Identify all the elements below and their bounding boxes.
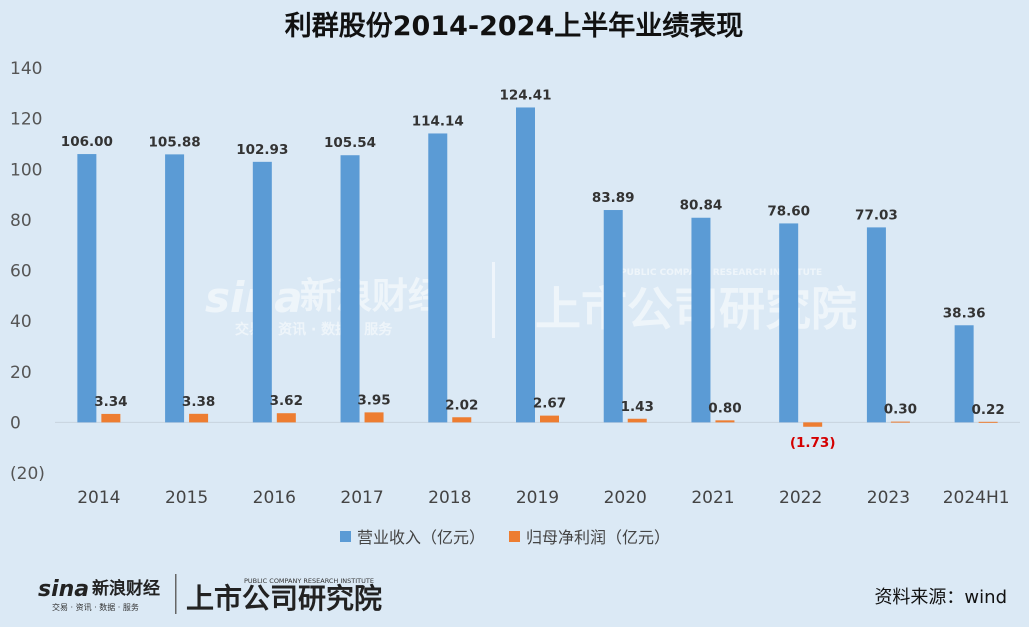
profit-data-label: 3.95 <box>357 392 390 408</box>
y-tick-label: 120 <box>10 110 42 130</box>
chart-title: 利群股份2014-2024上半年业绩表现 <box>285 10 744 42</box>
revenue-bar <box>691 217 711 423</box>
x-tick-label: 2024H1 <box>943 488 1010 508</box>
y-axis: 140 120 100 80 60 40 20 0 (20) <box>10 59 45 484</box>
logo-brand: sina <box>38 577 89 602</box>
legend-label-profit: 归母净利润（亿元） <box>526 528 670 547</box>
x-tick-label: 2022 <box>779 488 822 508</box>
revenue-data-label: 80.84 <box>680 198 723 214</box>
data-labels: 106.00 3.34 105.88 3.38 102.93 3.62 105.54 3.95… <box>61 87 1005 450</box>
logo-brand-cn: 新浪财经 <box>92 578 160 599</box>
x-tick-label: 2018 <box>428 488 471 508</box>
profit-data-label: 0.80 <box>708 400 741 416</box>
revenue-bar <box>603 210 623 423</box>
profit-bar <box>101 413 121 423</box>
legend-swatch-profit <box>509 531 520 542</box>
profit-bar <box>364 412 384 423</box>
revenue-data-label: 105.88 <box>149 134 201 150</box>
profit-data-label: 1.43 <box>621 399 654 415</box>
profit-bar <box>627 418 647 423</box>
profit-data-label: 2.02 <box>445 397 478 413</box>
x-axis: 2014 2015 2016 2017 2018 2019 2020 2021 2022 2023… <box>77 488 1009 508</box>
logo-institute-en: PUBLIC COMPANY RESEARCH INSTITUTE <box>244 577 374 585</box>
revenue-data-label: 124.41 <box>499 87 551 103</box>
revenue-bar <box>340 155 360 423</box>
revenue-bar <box>252 161 272 423</box>
x-tick-label: 2019 <box>516 488 559 508</box>
revenue-data-label: 106.00 <box>61 134 113 150</box>
profit-bar <box>715 420 735 423</box>
logo-divider <box>175 574 177 614</box>
legend-label-revenue: 营业收入（亿元） <box>357 528 485 547</box>
revenue-bar <box>77 154 97 423</box>
profit-bar <box>276 413 296 423</box>
revenue-data-label: 102.93 <box>236 142 288 158</box>
x-tick-label: 2020 <box>604 488 647 508</box>
logo-tagline: 交易 · 资讯 · 数据 · 服务 <box>52 602 139 612</box>
y-tick-label: (20) <box>10 464 45 484</box>
profit-data-label: 3.34 <box>94 394 127 410</box>
y-tick-label: 80 <box>10 211 32 231</box>
y-tick-label: 0 <box>10 413 21 433</box>
y-tick-label: 20 <box>10 363 32 383</box>
profit-bar <box>189 413 209 423</box>
revenue-bar <box>516 107 535 423</box>
x-tick-label: 2015 <box>165 488 208 508</box>
x-tick-label: 2021 <box>691 488 734 508</box>
y-tick-label: 100 <box>10 160 42 180</box>
revenue-bar <box>866 227 886 423</box>
watermark-brand-cn: 新浪财经 <box>300 276 444 317</box>
profit-bar <box>803 422 823 427</box>
revenue-data-label: 114.14 <box>412 113 464 129</box>
watermark-institute-en: PUBLIC COMPANY RESEARCH INSTITUTE <box>620 268 822 278</box>
source-note: 资料来源：wind <box>874 587 1007 608</box>
x-tick-label: 2016 <box>253 488 296 508</box>
profit-data-label: 2.67 <box>533 396 566 412</box>
profit-data-label: 3.38 <box>182 394 215 410</box>
footer-logo: sina 新浪财经 交易 · 资讯 · 数据 · 服务 上市公司研究院 PUBL… <box>38 574 382 615</box>
y-tick-label: 60 <box>10 262 32 282</box>
revenue-data-label: 83.89 <box>592 190 635 206</box>
revenue-bar <box>165 154 185 423</box>
profit-data-label: 3.62 <box>270 393 303 409</box>
profit-bar <box>978 421 998 423</box>
profit-data-label: (1.73) <box>790 435 836 451</box>
y-tick-label: 140 <box>10 59 42 79</box>
watermark-divider <box>492 262 495 338</box>
profit-data-label: 0.22 <box>971 402 1004 418</box>
revenue-data-label: 78.60 <box>767 203 810 219</box>
profit-bar <box>890 421 910 423</box>
revenue-bar <box>779 223 799 423</box>
profit-data-label: 0.30 <box>884 402 917 418</box>
revenue-data-label: 77.03 <box>855 207 898 223</box>
logo-institute: 上市公司研究院 <box>186 582 382 615</box>
revenue-data-label: 38.36 <box>943 305 986 321</box>
x-tick-label: 2023 <box>867 488 910 508</box>
revenue-bar <box>954 325 974 423</box>
legend: 营业收入（亿元） 归母净利润（亿元） <box>340 528 670 547</box>
x-tick-label: 2017 <box>340 488 383 508</box>
profit-bar <box>452 417 472 423</box>
x-tick-label: 2014 <box>77 488 120 508</box>
profit-bar <box>540 415 559 423</box>
legend-swatch-revenue <box>340 531 351 542</box>
revenue-data-label: 105.54 <box>324 135 376 151</box>
bars <box>77 107 998 427</box>
revenue-bar <box>428 133 448 423</box>
y-tick-label: 40 <box>10 312 32 332</box>
